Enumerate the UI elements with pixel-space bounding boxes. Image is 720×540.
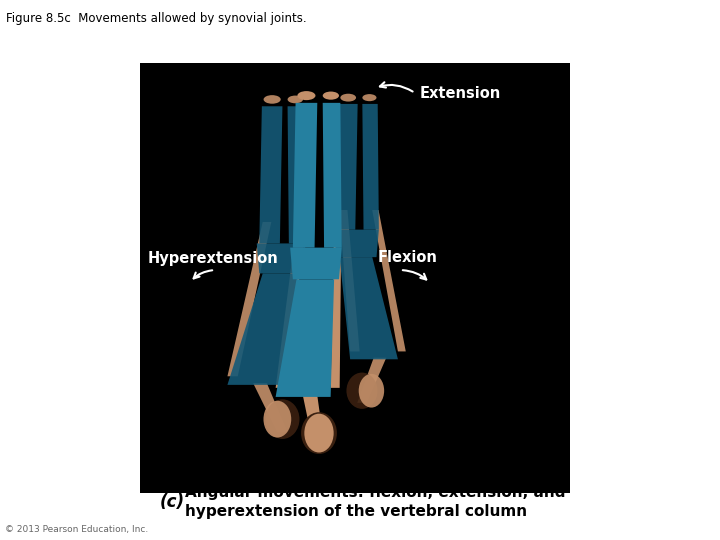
Ellipse shape	[346, 373, 377, 409]
Polygon shape	[336, 104, 358, 230]
Ellipse shape	[362, 94, 377, 101]
Polygon shape	[259, 106, 282, 244]
Ellipse shape	[264, 95, 281, 104]
Polygon shape	[228, 273, 298, 385]
Polygon shape	[228, 222, 271, 376]
Text: Hyperextension: Hyperextension	[148, 251, 279, 266]
Polygon shape	[362, 104, 379, 230]
Text: Angular movements: flexion, extension, and
hyperextension of the vertebral colum: Angular movements: flexion, extension, a…	[185, 485, 565, 519]
Polygon shape	[276, 225, 305, 388]
Ellipse shape	[297, 91, 315, 100]
Polygon shape	[257, 244, 305, 273]
Text: © 2013 Pearson Education, Inc.: © 2013 Pearson Education, Inc.	[5, 525, 148, 534]
Ellipse shape	[301, 412, 337, 454]
Polygon shape	[290, 248, 342, 279]
Polygon shape	[334, 230, 379, 257]
Polygon shape	[323, 103, 342, 248]
Ellipse shape	[323, 92, 339, 100]
Ellipse shape	[287, 96, 303, 103]
Ellipse shape	[264, 401, 292, 437]
Ellipse shape	[305, 414, 333, 453]
Polygon shape	[279, 222, 305, 376]
Polygon shape	[287, 106, 305, 244]
Text: (c): (c)	[159, 493, 184, 511]
Polygon shape	[330, 225, 341, 388]
Polygon shape	[276, 279, 334, 397]
Polygon shape	[372, 210, 406, 352]
Bar	[140, 63, 570, 493]
Ellipse shape	[359, 374, 384, 408]
Polygon shape	[293, 103, 318, 248]
Polygon shape	[340, 257, 398, 359]
Polygon shape	[340, 210, 359, 352]
Ellipse shape	[341, 94, 356, 102]
Polygon shape	[303, 395, 325, 447]
Text: Flexion: Flexion	[378, 251, 438, 266]
Polygon shape	[357, 357, 387, 403]
Ellipse shape	[266, 400, 300, 439]
Polygon shape	[253, 383, 288, 433]
Text: Figure 8.5c  Movements allowed by synovial joints.: Figure 8.5c Movements allowed by synovia…	[6, 12, 307, 25]
Text: Extension: Extension	[420, 85, 501, 100]
